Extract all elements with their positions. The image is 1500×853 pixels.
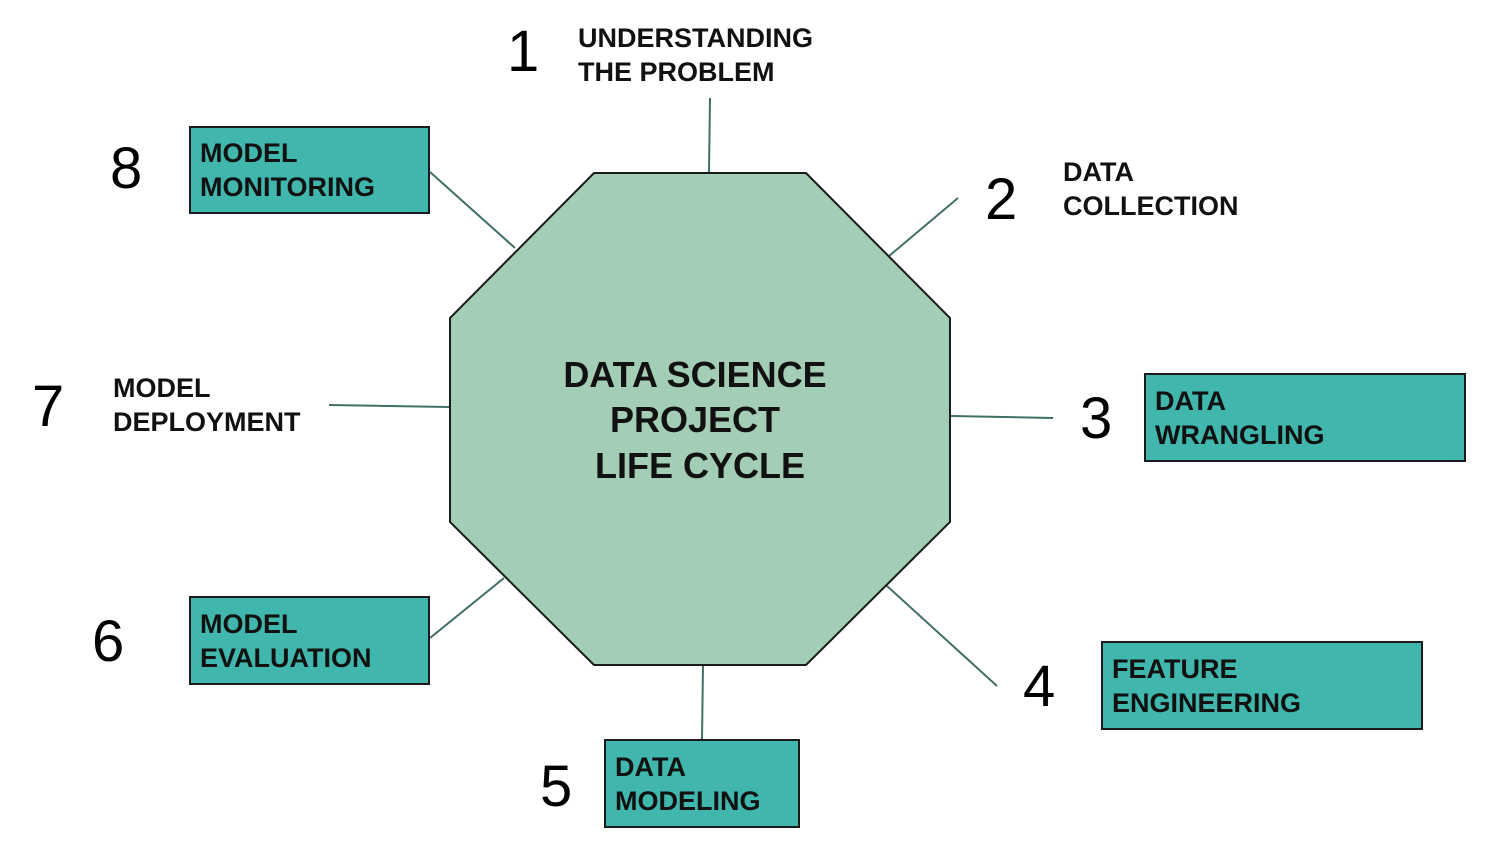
step-4-number: 4 — [1023, 654, 1055, 719]
step-4-label-line-1: FEATURE — [1112, 654, 1238, 684]
step-7-label-line-1: MODEL — [113, 373, 210, 403]
step-3: 3 DATA WRANGLING — [1080, 373, 1466, 462]
step-3-number: 3 — [1080, 386, 1112, 451]
connector-step-8 — [429, 171, 516, 249]
step-3-label-line-2: WRANGLING — [1155, 420, 1324, 450]
step-6-number: 6 — [92, 609, 124, 674]
connector-step-6 — [429, 577, 505, 639]
connector-step-4 — [886, 585, 998, 687]
step-3-box — [1144, 373, 1466, 462]
center-title-line-1: DATA SCIENCE — [563, 354, 826, 395]
step-3-label: DATA WRANGLING — [1155, 386, 1324, 450]
step-7-label-line-2: DEPLOYMENT — [113, 407, 301, 437]
step-5-label-line-2: MODELING — [615, 786, 761, 816]
connector-step-2 — [888, 197, 959, 257]
step-1-label: UNDERSTANDING THE PROBLEM — [578, 23, 821, 87]
step-8-label-line-1: MODEL — [200, 138, 297, 168]
step-1: 1 UNDERSTANDING THE PROBLEM — [507, 19, 821, 87]
step-5-label: DATA MODELING — [615, 752, 761, 816]
step-8: 8 MODEL MONITORING — [110, 126, 430, 214]
connector-step-3 — [950, 415, 1054, 419]
step-4: 4 FEATURE ENGINEERING — [1023, 641, 1423, 730]
step-8-box — [189, 126, 430, 214]
step-4-label: FEATURE ENGINEERING — [1112, 654, 1301, 718]
step-6: 6 MODEL EVALUATION — [92, 596, 430, 685]
step-6-label: MODEL EVALUATION — [200, 609, 372, 673]
step-8-number: 8 — [110, 136, 142, 201]
step-7-number: 7 — [32, 374, 64, 439]
connectors — [328, 97, 1054, 741]
step-2: 2 DATA COLLECTION — [985, 157, 1239, 232]
center-octagon — [449, 172, 951, 666]
connector-step-5 — [701, 664, 704, 741]
connector-step-1 — [708, 97, 711, 173]
step-6-box — [189, 596, 430, 685]
step-1-label-line-2: THE PROBLEM — [578, 57, 775, 87]
step-8-label: MODEL MONITORING — [200, 138, 375, 202]
step-3-label-line-1: DATA — [1155, 386, 1225, 416]
step-2-label-line-2: COLLECTION — [1063, 191, 1239, 221]
connector-step-7 — [328, 404, 450, 408]
step-1-label-line-1: UNDERSTANDING — [578, 23, 813, 53]
step-5-label-line-1: DATA — [615, 752, 685, 782]
step-5: 5 DATA MODELING — [540, 739, 800, 828]
step-5-number: 5 — [540, 754, 572, 819]
step-2-label: DATA COLLECTION — [1063, 157, 1239, 221]
step-1-number: 1 — [507, 19, 539, 84]
center-title: DATA SCIENCE PROJECT LIFE CYCLE — [563, 354, 836, 486]
center-title-line-2: PROJECT — [610, 399, 780, 440]
step-6-label-line-1: MODEL — [200, 609, 297, 639]
step-8-label-line-2: MONITORING — [200, 172, 375, 202]
step-4-box — [1101, 641, 1423, 730]
step-5-box — [604, 739, 800, 828]
step-7: 7 MODEL DEPLOYMENT — [32, 373, 301, 439]
step-7-label: MODEL DEPLOYMENT — [113, 373, 301, 437]
center-title-line-3: LIFE CYCLE — [595, 445, 805, 486]
step-2-label-line-1: DATA — [1063, 157, 1133, 187]
step-4-label-line-2: ENGINEERING — [1112, 688, 1301, 718]
step-6-label-line-2: EVALUATION — [200, 643, 372, 673]
step-2-number: 2 — [985, 167, 1017, 232]
